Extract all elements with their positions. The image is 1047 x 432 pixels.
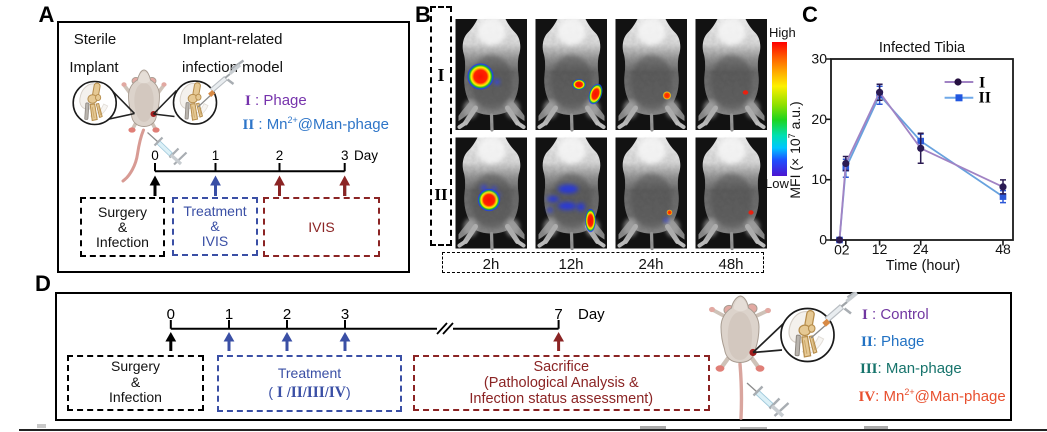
svg-text:Time (hour): Time (hour) xyxy=(886,258,960,274)
svg-text:1: 1 xyxy=(225,306,233,323)
svg-text:Infected Tibia: Infected Tibia xyxy=(879,40,966,56)
svg-text:Day: Day xyxy=(578,306,605,323)
svg-text:Day: Day xyxy=(354,148,378,163)
svg-text:MFI (× 107 a.u.): MFI (× 107 a.u.) xyxy=(787,101,803,198)
svg-text:I: I xyxy=(979,75,985,92)
svg-text:48: 48 xyxy=(995,241,1011,257)
svg-text:24: 24 xyxy=(913,241,929,257)
svg-text:20: 20 xyxy=(811,111,827,127)
svg-text:2: 2 xyxy=(276,148,284,163)
svg-text:0: 0 xyxy=(151,148,159,163)
svg-text:0: 0 xyxy=(819,232,827,248)
svg-text:1: 1 xyxy=(212,148,220,163)
svg-text:30: 30 xyxy=(811,51,827,67)
svg-text:0: 0 xyxy=(167,306,175,323)
svg-text:2: 2 xyxy=(283,306,291,323)
svg-text:II: II xyxy=(979,90,991,107)
svg-text:3: 3 xyxy=(341,306,349,323)
svg-text:7: 7 xyxy=(554,306,562,323)
svg-text:12: 12 xyxy=(872,241,888,257)
svg-text:3: 3 xyxy=(341,148,349,163)
svg-text:0: 0 xyxy=(834,242,842,258)
svg-text:10: 10 xyxy=(811,171,827,187)
svg-text:2: 2 xyxy=(842,242,850,258)
